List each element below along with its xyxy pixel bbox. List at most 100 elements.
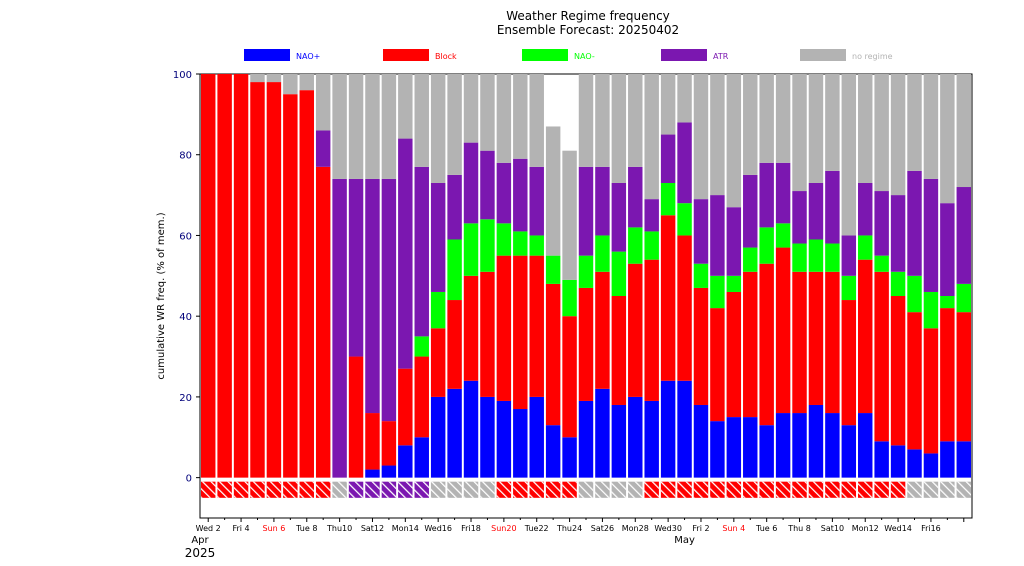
bar-segment bbox=[381, 74, 397, 179]
bar-segment bbox=[611, 182, 627, 252]
bar-segment bbox=[578, 255, 594, 288]
bar-segment bbox=[693, 287, 709, 405]
bar-segment bbox=[874, 271, 889, 442]
bar-segment bbox=[808, 74, 824, 183]
bar-segment bbox=[644, 74, 659, 200]
regime-strip-hatch bbox=[398, 481, 413, 498]
bar-segment bbox=[513, 74, 528, 159]
bar-segment bbox=[726, 207, 742, 276]
bar-segment bbox=[858, 259, 873, 414]
bar-segment bbox=[890, 271, 906, 296]
bar-segment bbox=[348, 356, 364, 478]
bar-segment bbox=[858, 413, 873, 478]
month-label: May bbox=[674, 535, 695, 546]
bar-segment bbox=[578, 166, 594, 256]
bar-segment bbox=[266, 82, 282, 478]
bar-segment bbox=[907, 449, 922, 478]
y-tick-label: 20 bbox=[179, 393, 192, 404]
x-tick-label: Fri 2 bbox=[692, 524, 709, 533]
x-tick-label: Wed 2 bbox=[196, 524, 221, 533]
bar-segment bbox=[447, 74, 462, 175]
bar-segment bbox=[660, 380, 676, 478]
bar-segment bbox=[660, 215, 676, 381]
x-tick-label: Fri16 bbox=[921, 524, 941, 533]
bar-segment bbox=[611, 404, 627, 478]
bar-segment bbox=[874, 441, 889, 478]
regime-strip-hatch bbox=[463, 481, 479, 498]
bar-segment bbox=[628, 74, 643, 167]
regime-strip-hatch bbox=[940, 481, 955, 498]
bar-segment bbox=[463, 142, 479, 224]
bar-segment bbox=[283, 74, 298, 95]
y-tick-label: 80 bbox=[179, 151, 192, 162]
regime-strip-hatch bbox=[217, 481, 232, 498]
regime-strip-hatch bbox=[841, 481, 857, 498]
bar-segment bbox=[841, 275, 857, 301]
x-tick-label: Tue22 bbox=[524, 524, 549, 533]
bar-segment bbox=[496, 162, 512, 224]
bar-segment bbox=[644, 199, 659, 232]
bar-segment bbox=[496, 74, 512, 163]
bar-segment bbox=[677, 235, 692, 381]
regime-strip-hatch bbox=[414, 481, 429, 498]
bar-segment bbox=[825, 243, 840, 272]
regime-strip-hatch bbox=[480, 481, 495, 498]
bar-segment bbox=[299, 90, 314, 478]
bar-segment bbox=[907, 170, 922, 276]
bar-segment bbox=[808, 271, 824, 405]
regime-strip-hatch bbox=[381, 481, 397, 498]
regime-strip-hatch bbox=[365, 481, 380, 498]
bar-segment bbox=[595, 166, 610, 236]
bar-segment bbox=[562, 437, 577, 478]
bar-segment bbox=[381, 178, 397, 422]
bar-segment bbox=[315, 166, 331, 478]
bar-segment bbox=[890, 195, 906, 272]
bar-segment bbox=[430, 74, 446, 183]
bar-segment bbox=[529, 235, 544, 256]
regime-strip-hatch bbox=[907, 481, 922, 498]
bar-segment bbox=[644, 400, 659, 478]
bar-segment bbox=[940, 308, 955, 442]
bar-segment bbox=[447, 239, 462, 301]
regime-strip-hatch bbox=[628, 481, 643, 498]
x-tick-label: Sun 4 bbox=[722, 524, 745, 533]
bar-segment bbox=[743, 247, 758, 272]
x-tick-label: Thu24 bbox=[556, 524, 582, 533]
x-tick-label: Sun20 bbox=[491, 524, 516, 533]
bar-segment bbox=[726, 291, 742, 418]
bar-segment bbox=[398, 368, 413, 446]
chart-subtitle: Ensemble Forecast: 20250402 bbox=[497, 23, 679, 37]
regime-strip-hatch bbox=[430, 481, 446, 498]
regime-strip-hatch bbox=[775, 481, 791, 498]
bar-segment bbox=[759, 74, 774, 163]
bar-segment bbox=[447, 174, 462, 240]
x-tick-label: Thu 8 bbox=[787, 524, 811, 533]
bar-segment bbox=[365, 178, 380, 414]
regime-strip-hatch bbox=[513, 481, 528, 498]
bar-segment bbox=[529, 255, 544, 397]
bar-segment bbox=[825, 74, 840, 171]
bar-segment bbox=[923, 178, 939, 292]
regime-strip-hatch bbox=[660, 481, 676, 498]
bars-group bbox=[200, 74, 972, 478]
bar-segment bbox=[710, 74, 725, 196]
bar-segment bbox=[710, 421, 725, 478]
bar-segment bbox=[858, 182, 873, 236]
bar-segment bbox=[595, 235, 610, 272]
bar-segment bbox=[463, 380, 479, 478]
legend-swatch-nao- bbox=[522, 49, 568, 61]
y-tick-label: 60 bbox=[179, 231, 192, 242]
bar-segment bbox=[775, 223, 791, 248]
bar-segment bbox=[923, 291, 939, 329]
legend-label: no regime bbox=[852, 52, 893, 61]
bar-segment bbox=[693, 199, 709, 264]
bar-segment bbox=[480, 74, 495, 151]
regime-strip-hatch bbox=[299, 481, 314, 498]
regime-strip-hatch bbox=[266, 481, 282, 498]
x-tick-label: Wed14 bbox=[884, 524, 912, 533]
bar-segment bbox=[447, 388, 462, 478]
bar-segment bbox=[447, 300, 462, 389]
bar-segment bbox=[775, 74, 791, 163]
bar-segment bbox=[430, 328, 446, 397]
bar-segment bbox=[365, 74, 380, 179]
